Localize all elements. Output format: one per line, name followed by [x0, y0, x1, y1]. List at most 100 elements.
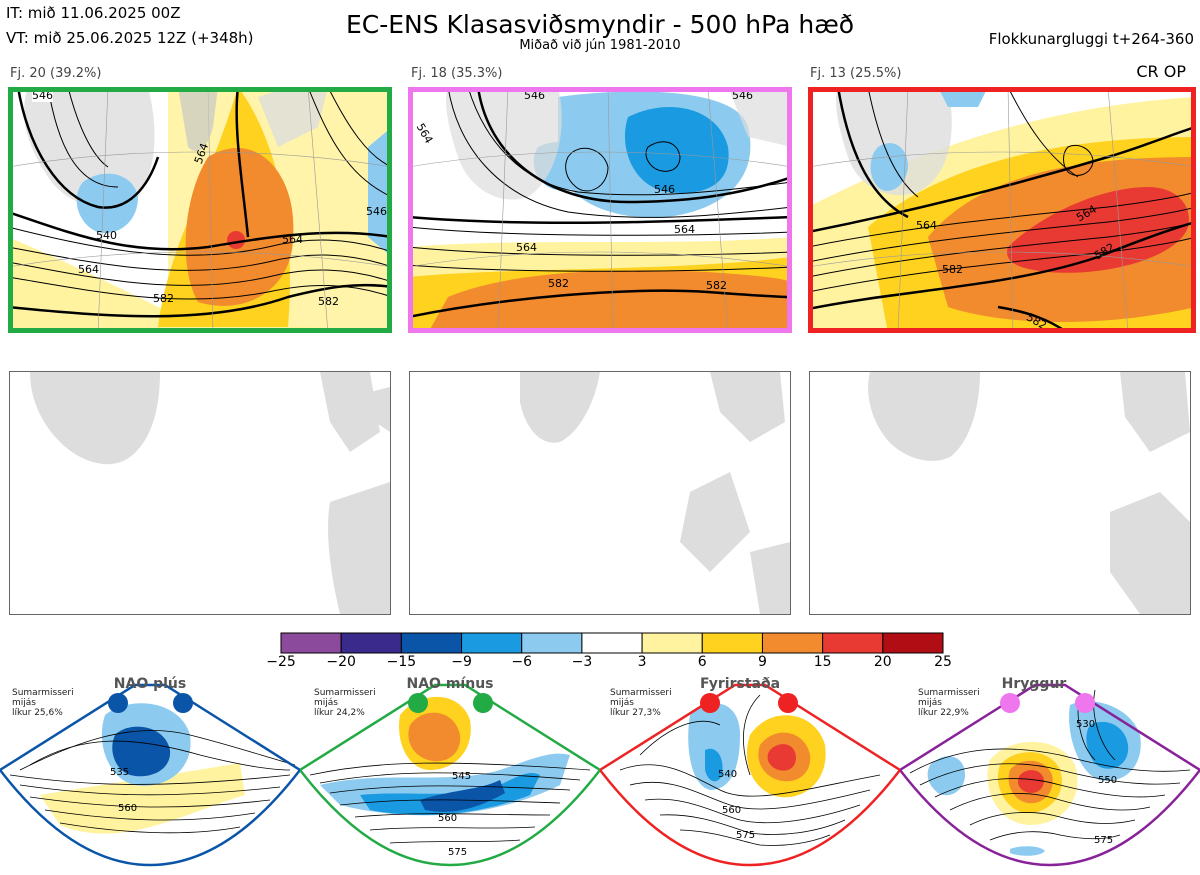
note-line: mijás	[12, 698, 36, 708]
colorbar-segment	[521, 632, 583, 654]
contour-label: 582	[706, 279, 727, 292]
contour-label: 582	[942, 263, 963, 276]
landmass-2	[520, 372, 790, 614]
colorbar-tick-label: −6	[511, 654, 533, 670]
page-title: EC-ENS Klasasviðsmyndir - 500 hPa hæð	[345, 10, 855, 39]
regime-contour: 560	[438, 813, 458, 824]
colorbar-tick-label: 3	[637, 654, 647, 670]
contour-label: 564	[674, 223, 695, 236]
regime-note-nao-plus: Sumarmisseri mijás líkur 25,6%	[12, 688, 74, 718]
colorbar-tick-label: −9	[451, 654, 472, 670]
colorbar-tick-label: 9	[757, 654, 767, 670]
empty-map-3	[809, 371, 1191, 615]
cluster-map-3-svg	[808, 87, 1196, 333]
colorbar-segment	[581, 632, 643, 654]
note-line: Sumarmisseri	[918, 688, 980, 698]
contour-label: 564	[78, 263, 99, 276]
note-line: mijás	[314, 698, 338, 708]
regime-panel-ridge[interactable]: 530 550 575	[898, 675, 1200, 871]
note-line: líkur 25,6%	[12, 708, 63, 718]
colorbar-segment	[882, 632, 944, 654]
colorbar-tick-label: −25	[266, 654, 296, 670]
regime-note-nao-minus: Sumarmisseri mijás líkur 24,2%	[314, 688, 376, 718]
regime-name-nao-plus: NAO plús	[113, 676, 187, 692]
regime-contour: 550	[1098, 775, 1118, 786]
cluster-map-1-svg	[8, 87, 392, 333]
colorbar-tick-label: −3	[571, 654, 593, 670]
contour-label: 546	[366, 205, 387, 218]
colorbar-segment	[461, 632, 523, 654]
regime-note-ridge: Sumarmisseri mijás líkur 22,9%	[918, 688, 980, 718]
contour-label: 546	[654, 183, 675, 196]
note-line: Sumarmisseri	[314, 688, 376, 698]
regime-contour: 560	[118, 803, 138, 814]
contour-label: 564	[282, 233, 303, 246]
empty-map-1	[9, 371, 391, 615]
cluster-map-3[interactable]: 564 564 582 582 582	[808, 87, 1196, 333]
cluster-border-1	[8, 87, 392, 333]
regime-map-nao-plus	[0, 683, 302, 867]
contour-label: 564	[916, 219, 937, 232]
colorbar-segment	[822, 632, 884, 654]
regime-contour: 560	[722, 805, 742, 816]
cluster-map-2[interactable]: 546 546 564 546 564 582 582 564	[408, 87, 792, 333]
regime-contour: 540	[718, 769, 738, 780]
note-line: mijás	[610, 698, 634, 708]
landmass-1	[30, 372, 390, 614]
regime-contour: 530	[1076, 719, 1096, 730]
colorbar-segment	[761, 632, 824, 654]
contour-label: 582	[153, 292, 174, 305]
colorbar-svg	[280, 632, 944, 654]
note-line: líkur 24,2%	[314, 708, 365, 718]
note-line: Sumarmisseri	[610, 688, 672, 698]
cluster-border-3	[808, 87, 1196, 333]
regime-name-nao-minus: NAO mínus	[406, 676, 494, 692]
regime-panel-nao-minus[interactable]: 545 560 575	[298, 675, 602, 871]
colorbar-segment	[280, 632, 342, 654]
cluster-label-2: Fj. 18 (35.3%)	[411, 66, 503, 81]
colorbar-tick-label: 15	[813, 654, 832, 670]
initial-time: IT: mið 11.06.2025 00Z	[6, 4, 181, 22]
regime-map-blocking	[598, 683, 902, 867]
valid-time: VT: mið 25.06.2025 12Z (+348h)	[6, 29, 254, 47]
contour-label: 582	[318, 295, 339, 308]
cr-op-label: CR OP	[1136, 62, 1186, 81]
colorbar-tick-label: −20	[326, 654, 356, 670]
contour-label: 582	[548, 277, 569, 290]
regime-name-ridge: Hryggur	[1001, 676, 1067, 692]
colorbar-tick-label: 25	[934, 654, 952, 670]
contour-label: 540	[96, 229, 117, 242]
regime-map-ridge	[898, 683, 1200, 867]
note-line: Sumarmisseri	[12, 688, 74, 698]
regime-name-blocking: Fyrirstaða	[699, 676, 781, 692]
regime-contour: 575	[736, 830, 756, 841]
contour-label: 546	[524, 89, 545, 102]
regime-contour: 575	[1094, 835, 1114, 846]
empty-map-2	[409, 371, 791, 615]
colorbar-segment	[400, 632, 463, 654]
colorbar-tick-label: 20	[873, 654, 892, 670]
regime-panel-nao-plus[interactable]: 535 560	[0, 675, 302, 871]
contour-label: 564	[516, 241, 537, 254]
cluster-border-2	[408, 87, 792, 333]
regime-map-nao-minus	[298, 683, 602, 867]
contour-label: 546	[32, 89, 53, 102]
cluster-map-2-svg	[408, 87, 792, 333]
colorbar-segment	[641, 632, 703, 654]
colorbar-tick-label: −15	[386, 654, 417, 670]
regime-contour: 545	[452, 771, 472, 782]
colorbar-segment	[701, 632, 763, 654]
landmass-3	[868, 372, 1190, 614]
classification-window: Flokkunargluggi t+264-360	[988, 30, 1194, 48]
note-line: líkur 27,3%	[610, 708, 661, 718]
colorbar-segment	[340, 632, 402, 654]
cluster-map-1[interactable]: 546 540 564 564 582 582 564 546	[8, 87, 392, 333]
regime-contour: 575	[448, 847, 468, 858]
note-line: líkur 22,9%	[918, 708, 969, 718]
regime-note-blocking: Sumarmisseri mijás líkur 27,3%	[610, 688, 672, 718]
colorbar-tick-label: 6	[697, 654, 707, 670]
cluster-label-1: Fj. 20 (39.2%)	[10, 66, 102, 81]
regime-panel-blocking[interactable]: 540 560 575	[598, 675, 902, 871]
regime-contour: 535	[110, 767, 130, 778]
colorbar	[280, 632, 944, 658]
